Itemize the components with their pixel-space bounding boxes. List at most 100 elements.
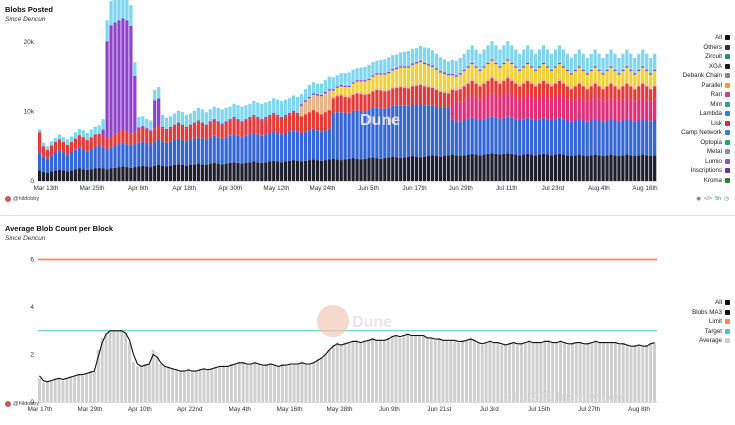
average-bar — [433, 340, 437, 402]
bar-stack — [355, 68, 359, 181]
bar-segment — [450, 119, 454, 155]
bar-segment — [105, 20, 109, 42]
bar-segment — [470, 78, 474, 81]
bar-segment — [109, 25, 113, 137]
legend-item[interactable]: Debank Chain — [681, 71, 730, 81]
bar-stack — [339, 73, 343, 181]
bar-segment — [65, 171, 70, 181]
legend-item[interactable]: All — [681, 33, 730, 43]
bar-segment — [311, 159, 316, 181]
bar-segment — [474, 67, 478, 82]
bar-segment — [65, 144, 70, 155]
bar-segment — [38, 129, 42, 133]
bar-segment — [522, 97, 526, 120]
bar-segment — [351, 110, 355, 159]
legend-item[interactable]: Mint — [681, 100, 730, 110]
bar-segment — [438, 156, 443, 181]
bar-segment — [248, 162, 252, 181]
average-bar — [81, 375, 85, 402]
bar-segment — [287, 112, 292, 115]
legend-item[interactable]: All — [692, 298, 730, 308]
legend-item[interactable]: Lumio — [681, 157, 730, 167]
bar-segment — [645, 53, 649, 70]
bar-stack — [172, 113, 177, 181]
bar-stack — [609, 49, 613, 181]
credit-handle: @hildobby — [13, 401, 40, 407]
bar-segment — [268, 114, 272, 117]
bar-segment — [355, 91, 359, 94]
average-bar — [418, 335, 421, 402]
bar-segment — [137, 166, 141, 181]
legend-item[interactable]: Parallel — [681, 81, 730, 91]
bar-segment — [625, 66, 629, 68]
legend-item[interactable]: Camp Network — [681, 128, 730, 138]
legend-item[interactable]: Zircuit — [681, 52, 730, 62]
bar-segment — [609, 66, 613, 68]
camera-icon[interactable]: ◉ — [696, 196, 702, 202]
average-bar — [519, 342, 523, 402]
average-bar — [226, 366, 229, 402]
average-bar — [472, 340, 476, 402]
bar-segment — [248, 134, 252, 163]
bar-segment — [276, 99, 280, 115]
average-bar — [108, 330, 112, 402]
legend-item[interactable]: Limit — [692, 317, 730, 327]
bar-segment — [236, 135, 240, 163]
bar-segment — [446, 75, 450, 92]
average-bar — [617, 345, 621, 402]
average-bar — [229, 364, 233, 402]
bar-segment — [438, 57, 443, 72]
bar-segment — [145, 128, 149, 130]
legend-item[interactable]: Blobs MA3 — [692, 308, 730, 318]
legend-item[interactable]: Average — [692, 336, 730, 346]
bar-segment — [601, 101, 605, 122]
panel-tools: ◉ </> 5h ◷ — [696, 196, 729, 202]
bar-segment — [541, 62, 546, 65]
bar-segment — [410, 48, 415, 64]
average-bar — [327, 349, 331, 402]
bar-segment — [399, 67, 403, 86]
bar-segment — [629, 69, 633, 72]
bar-stack — [49, 141, 54, 181]
bar-segment — [589, 155, 593, 181]
legend-item[interactable]: Target — [692, 327, 730, 337]
bar-stack — [414, 48, 419, 181]
bar-segment — [287, 114, 292, 132]
bar-segment — [164, 166, 169, 181]
legend-item[interactable]: Kroma — [681, 176, 730, 186]
bar-segment — [168, 165, 173, 181]
bar-segment — [327, 110, 331, 129]
bar-stack — [359, 67, 363, 181]
bar-segment — [518, 86, 522, 100]
average-bar — [116, 330, 120, 402]
legend-item[interactable]: Rari — [681, 90, 730, 100]
legend-item[interactable]: Others — [681, 43, 730, 53]
bar-segment — [621, 99, 625, 121]
bar-segment — [383, 91, 387, 109]
bar-stack — [220, 109, 224, 181]
legend-swatch — [725, 35, 730, 41]
bar-segment — [307, 160, 312, 181]
legend-item[interactable]: XGA — [681, 62, 730, 72]
bar-segment — [482, 81, 486, 84]
average-bar — [320, 356, 324, 402]
legend-item[interactable]: Metal — [681, 147, 730, 157]
bar-segment — [430, 66, 435, 86]
bar-segment — [164, 142, 169, 167]
bar-segment — [645, 84, 649, 87]
bar-segment — [426, 105, 431, 156]
legend-item[interactable]: Lisk — [681, 119, 730, 129]
bar-segment — [617, 101, 621, 122]
bar-segment — [609, 67, 613, 82]
bar-stack — [196, 107, 200, 181]
bar-stack — [387, 57, 391, 181]
average-bar — [586, 342, 590, 402]
average-bar — [69, 375, 73, 402]
average-bar — [112, 330, 116, 402]
bar-segment — [367, 64, 371, 79]
legend-item[interactable]: Optopia — [681, 138, 730, 148]
bar-stack — [125, 0, 129, 181]
legend-item[interactable]: Inscriptions — [681, 166, 730, 176]
code-icon[interactable]: </> — [704, 196, 713, 202]
legend-item[interactable]: Lambda — [681, 109, 730, 119]
